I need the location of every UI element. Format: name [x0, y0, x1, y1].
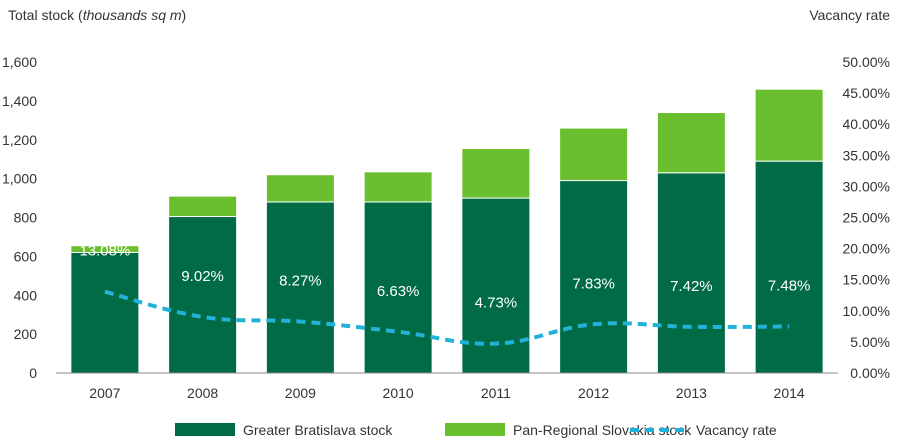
right-axis-title: Vacancy rate [809, 7, 890, 23]
x-axis-ticks: 2007 2008 2009 2010 2011 2012 2013 2014 [89, 385, 805, 401]
right-tick-label: 40.00% [843, 116, 890, 132]
right-tick-label: 0.00% [850, 365, 890, 381]
left-tick-label: 400 [14, 287, 38, 303]
right-tick-label: 10.00% [843, 303, 890, 319]
bar-greater-bratislava [168, 216, 238, 374]
bar-pan-regional-slovakia [559, 127, 629, 182]
x-tick-label: 2007 [89, 385, 120, 401]
right-tick-label: 45.00% [843, 85, 890, 101]
data-label: 7.83% [572, 275, 615, 292]
left-tick-label: 200 [14, 326, 38, 342]
left-tick-label: 1,000 [2, 171, 37, 187]
data-label: 9.02% [181, 268, 224, 285]
left-tick-label: 0 [29, 365, 37, 381]
right-tick-label: 25.00% [843, 210, 890, 226]
bar-greater-bratislava [70, 251, 140, 374]
x-tick-label: 2013 [676, 385, 707, 401]
data-label: 7.42% [670, 278, 713, 295]
legend-swatch-pan-regional-slovakia [445, 423, 505, 436]
bar-pan-regional-slovakia [168, 195, 238, 218]
right-tick-label: 30.00% [843, 178, 890, 194]
data-label: 4.73% [475, 295, 518, 312]
x-tick-label: 2014 [774, 385, 805, 401]
left-tick-label: 1,600 [2, 54, 37, 70]
x-tick-label: 2010 [383, 385, 414, 401]
data-label: 13.08% [79, 243, 130, 260]
bar-greater-bratislava [461, 197, 531, 374]
bar-pan-regional-slovakia [265, 174, 335, 203]
bar-pan-regional-slovakia [70, 245, 140, 253]
data-label: 6.63% [377, 283, 420, 300]
bar-pan-regional-slovakia [363, 171, 433, 203]
left-tick-label: 600 [14, 248, 38, 264]
legend-label: Pan-Regional Slovakia stock [513, 422, 692, 438]
left-tick-label: 1,400 [2, 93, 37, 109]
legend: Greater Bratislava stock Pan-Regional Slo… [175, 422, 777, 438]
x-tick-label: 2009 [285, 385, 316, 401]
left-tick-label: 800 [14, 210, 38, 226]
bar-pan-regional-slovakia [656, 112, 726, 174]
x-tick-label: 2012 [578, 385, 609, 401]
right-tick-label: 50.00% [843, 54, 890, 70]
right-tick-label: 5.00% [850, 334, 890, 350]
bar-pan-regional-slovakia [754, 88, 824, 162]
bar-greater-bratislava [656, 172, 726, 374]
legend-label: Vacancy rate [696, 422, 777, 438]
data-label: 8.27% [279, 273, 322, 290]
bar-greater-bratislava [265, 201, 335, 374]
right-axis-ticks: 0.00% 5.00% 10.00% 15.00% 20.00% 25.00% 30.00%… [843, 54, 890, 381]
plot-area: 13.08% 9.02% 8.27% 6.63% 4.73% 7.83% 7.42% 7.48… [56, 88, 838, 374]
legend-swatch-greater-bratislava [175, 423, 235, 436]
right-tick-label: 15.00% [843, 272, 890, 288]
legend-label: Greater Bratislava stock [243, 422, 393, 438]
bar-greater-bratislava [559, 180, 629, 374]
bar-pan-regional-slovakia [461, 147, 531, 199]
left-axis-ticks: 0 200 400 600 800 1,000 1,200 1,400 1,600 [2, 54, 37, 381]
right-tick-label: 35.00% [843, 147, 890, 163]
left-tick-label: 1,200 [2, 132, 37, 148]
left-axis-title: Total stock (thousands sq m) [8, 7, 186, 23]
right-tick-label: 20.00% [843, 241, 890, 257]
vacancy-rate-line [104, 289, 790, 346]
x-tick-label: 2008 [187, 385, 218, 401]
x-tick-label: 2011 [481, 385, 511, 401]
data-label: 7.48% [768, 277, 811, 294]
bar-greater-bratislava [754, 160, 824, 374]
